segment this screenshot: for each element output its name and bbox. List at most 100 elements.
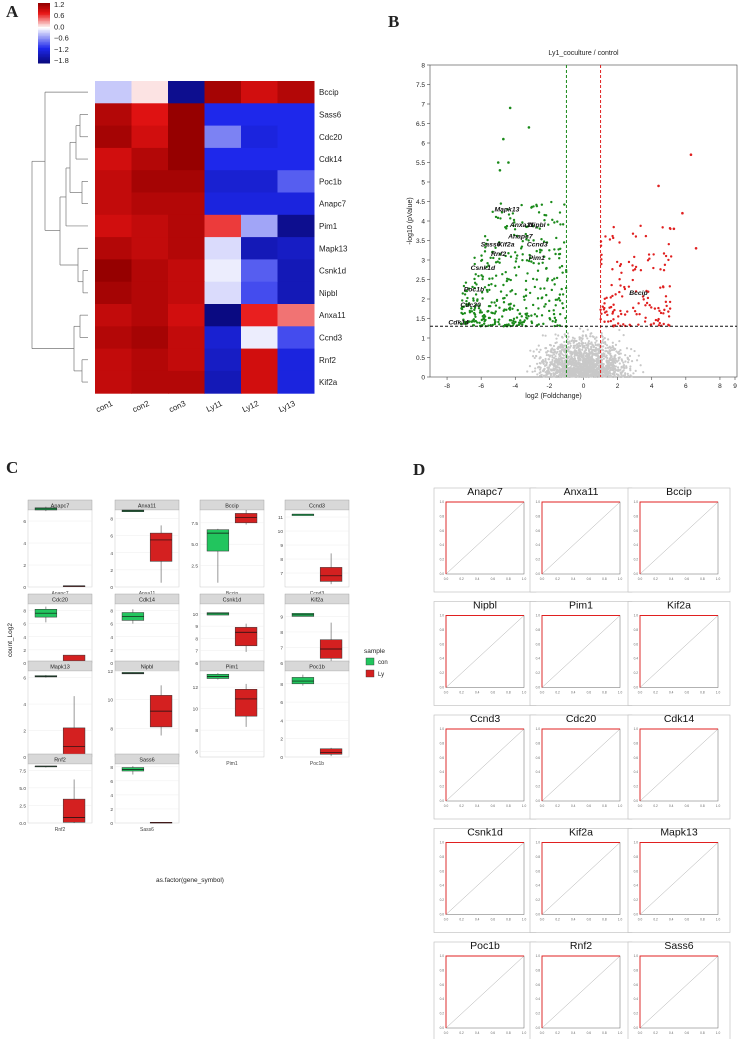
volcano-point-down <box>494 310 497 313</box>
facet-ytick: 4 <box>110 551 113 557</box>
volcano-point-down <box>493 318 496 322</box>
volcano-point-down <box>511 212 515 215</box>
volcano-point-ns <box>587 349 591 352</box>
roc-ytick: 0.4 <box>440 657 445 661</box>
volcano-point-ns <box>549 363 552 366</box>
roc-ytick: 0.4 <box>634 657 639 661</box>
colorbar-segment <box>38 3 50 5</box>
colorbar-segment <box>38 45 50 47</box>
heatmap-cell <box>168 281 205 305</box>
volcano-point-down <box>530 206 533 209</box>
volcano-point-down <box>533 285 537 289</box>
volcano-point-down <box>505 224 509 228</box>
facet-ytick: 9 <box>195 624 198 630</box>
volcano-point-down <box>487 283 491 287</box>
roc-xtick: 0.0 <box>444 577 449 581</box>
volcano-point-down <box>558 257 561 260</box>
heatmap-cell <box>95 326 132 350</box>
volcano-ytick-label: 3 <box>421 258 425 265</box>
volcano-point-down <box>553 316 557 320</box>
facet-ytick: 7 <box>195 649 198 655</box>
volcano-point-ns <box>568 375 571 379</box>
volcano-point-ns <box>564 347 568 351</box>
volcano-point-up <box>627 285 631 288</box>
roc-xtick: 0.6 <box>587 691 592 695</box>
colorbar-segment <box>38 51 50 53</box>
volcano-xtick-label: 8 <box>718 383 722 390</box>
volcano-point-ns <box>629 374 632 377</box>
volcano-point-ns <box>572 375 575 378</box>
volcano-point-ns <box>599 372 602 375</box>
roc-title: Csnk1d <box>467 827 503 839</box>
volcano-point-ns <box>589 367 592 370</box>
volcano-point-ns <box>545 353 548 357</box>
volcano-point-ns <box>596 370 599 373</box>
volcano-point-ns <box>578 348 581 351</box>
volcano-point-down <box>515 316 519 319</box>
volcano-point-ns <box>584 349 587 352</box>
volcano-point-down <box>541 261 544 264</box>
roc-ytick: 0.0 <box>536 686 541 690</box>
volcano-point-down <box>543 287 546 290</box>
volcano-point-down <box>467 302 471 305</box>
volcano-point-ns <box>554 367 557 370</box>
volcano-point-ns <box>544 347 547 350</box>
volcano-point-down <box>473 256 476 260</box>
roc-ytick: 0.0 <box>440 913 445 917</box>
volcano-point-down <box>540 296 543 300</box>
volcano-point-ns <box>606 346 610 349</box>
volcano-point-down <box>532 261 535 265</box>
volcano-point-down <box>558 211 562 214</box>
roc-xtick: 0.2 <box>555 918 560 922</box>
facet-ytick: 0 <box>110 661 113 667</box>
roc-ytick: 0.6 <box>536 756 541 760</box>
volcano-point-up <box>662 269 666 272</box>
roc-xtick: 0.0 <box>540 804 545 808</box>
volcano-point-ns <box>559 351 563 354</box>
facet-ytick: 2 <box>23 648 26 654</box>
volcano-point-down <box>478 304 481 307</box>
volcano-point-ns <box>571 339 574 342</box>
facet-ytick: 7 <box>280 571 283 577</box>
volcano-point-down <box>485 265 488 269</box>
volcano-point-ns <box>592 362 595 366</box>
volcano-point-ns <box>585 354 589 357</box>
volcano-point-down <box>473 281 477 285</box>
volcano-point-up <box>612 236 615 240</box>
volcano-point-down <box>491 210 494 214</box>
volcano-point-down <box>538 251 542 254</box>
volcano-point-down <box>516 234 519 238</box>
heatmap-cell <box>168 214 205 238</box>
facet-xtick: Pim1 <box>226 761 238 767</box>
volcano-point-down <box>560 264 564 268</box>
volcano-point-ns <box>620 373 623 376</box>
heatmap-row-label: Sass6 <box>319 110 342 119</box>
roc-title: Anapc7 <box>467 486 503 498</box>
volcano-point-up <box>662 312 665 315</box>
facet-panel <box>284 670 350 758</box>
volcano-point-down <box>537 211 541 214</box>
volcano-point-down <box>530 314 533 317</box>
volcano-point-down <box>489 256 492 260</box>
volcano-point-up <box>637 302 640 305</box>
roc-title: Sass6 <box>664 940 693 952</box>
volcano-point-ns <box>614 357 617 360</box>
volcano-point-ns <box>581 337 584 341</box>
volcano-point-down <box>540 314 544 317</box>
volcano-ytick-label: 7 <box>421 102 425 109</box>
volcano-point-ns <box>622 374 625 377</box>
heatmap-cell <box>204 147 242 171</box>
roc-xtick: 1.0 <box>522 577 527 581</box>
facet-ytick: 4 <box>23 541 26 547</box>
colorbar-segment <box>38 34 50 37</box>
roc-ytick: 0.6 <box>634 529 639 533</box>
volcano-point-ns <box>540 373 543 376</box>
volcano-point-down <box>488 316 492 320</box>
volcano-point-down <box>528 253 531 257</box>
volcano-point-up <box>644 304 647 307</box>
volcano-point-down <box>527 315 530 318</box>
volcano-point-down <box>509 290 512 293</box>
colorbar-segment <box>38 55 50 58</box>
facet-ytick: 10 <box>108 698 114 704</box>
heatmap-cell <box>168 259 205 283</box>
